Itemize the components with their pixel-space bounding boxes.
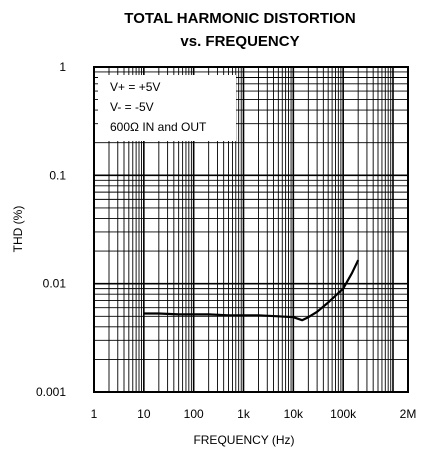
y-tick-label: 0.01 [43,277,67,291]
y-tick-labels: 1 0.1 0.01 0.001 [36,60,66,399]
x-tick-label: 1 [91,407,98,421]
annotation-vplus: V+ = +5V [110,80,160,94]
annotation-background [98,75,236,141]
x-tick-label: 1k [237,407,251,421]
annotation-box: V+ = +5V V- = -5V 600Ω IN and OUT [98,75,236,141]
chart-title-line2: vs. FREQUENCY [180,33,299,50]
y-tick-label: 0.1 [49,168,66,182]
x-tick-label: 100k [330,407,357,421]
x-tick-label: 100 [184,407,204,421]
series-line-thd [143,259,360,322]
annotation-impedance: 600Ω IN and OUT [110,120,207,134]
x-tick-label: 10k [284,407,304,421]
y-tick-label: 1 [59,60,66,74]
y-axis-label: THD (%) [11,206,25,253]
x-tick-labels: 1 10 100 1k 10k 100k 2M [91,407,417,421]
x-tick-label: 2M [400,407,417,421]
y-tick-label: 0.001 [36,385,66,399]
annotation-vminus: V- = -5V [110,100,154,114]
chart-title-line1: TOTAL HARMONIC DISTORTION [124,10,355,27]
x-tick-label: 10 [137,407,151,421]
x-axis-label: FREQUENCY (Hz) [193,433,294,447]
plot-frame [93,66,409,393]
